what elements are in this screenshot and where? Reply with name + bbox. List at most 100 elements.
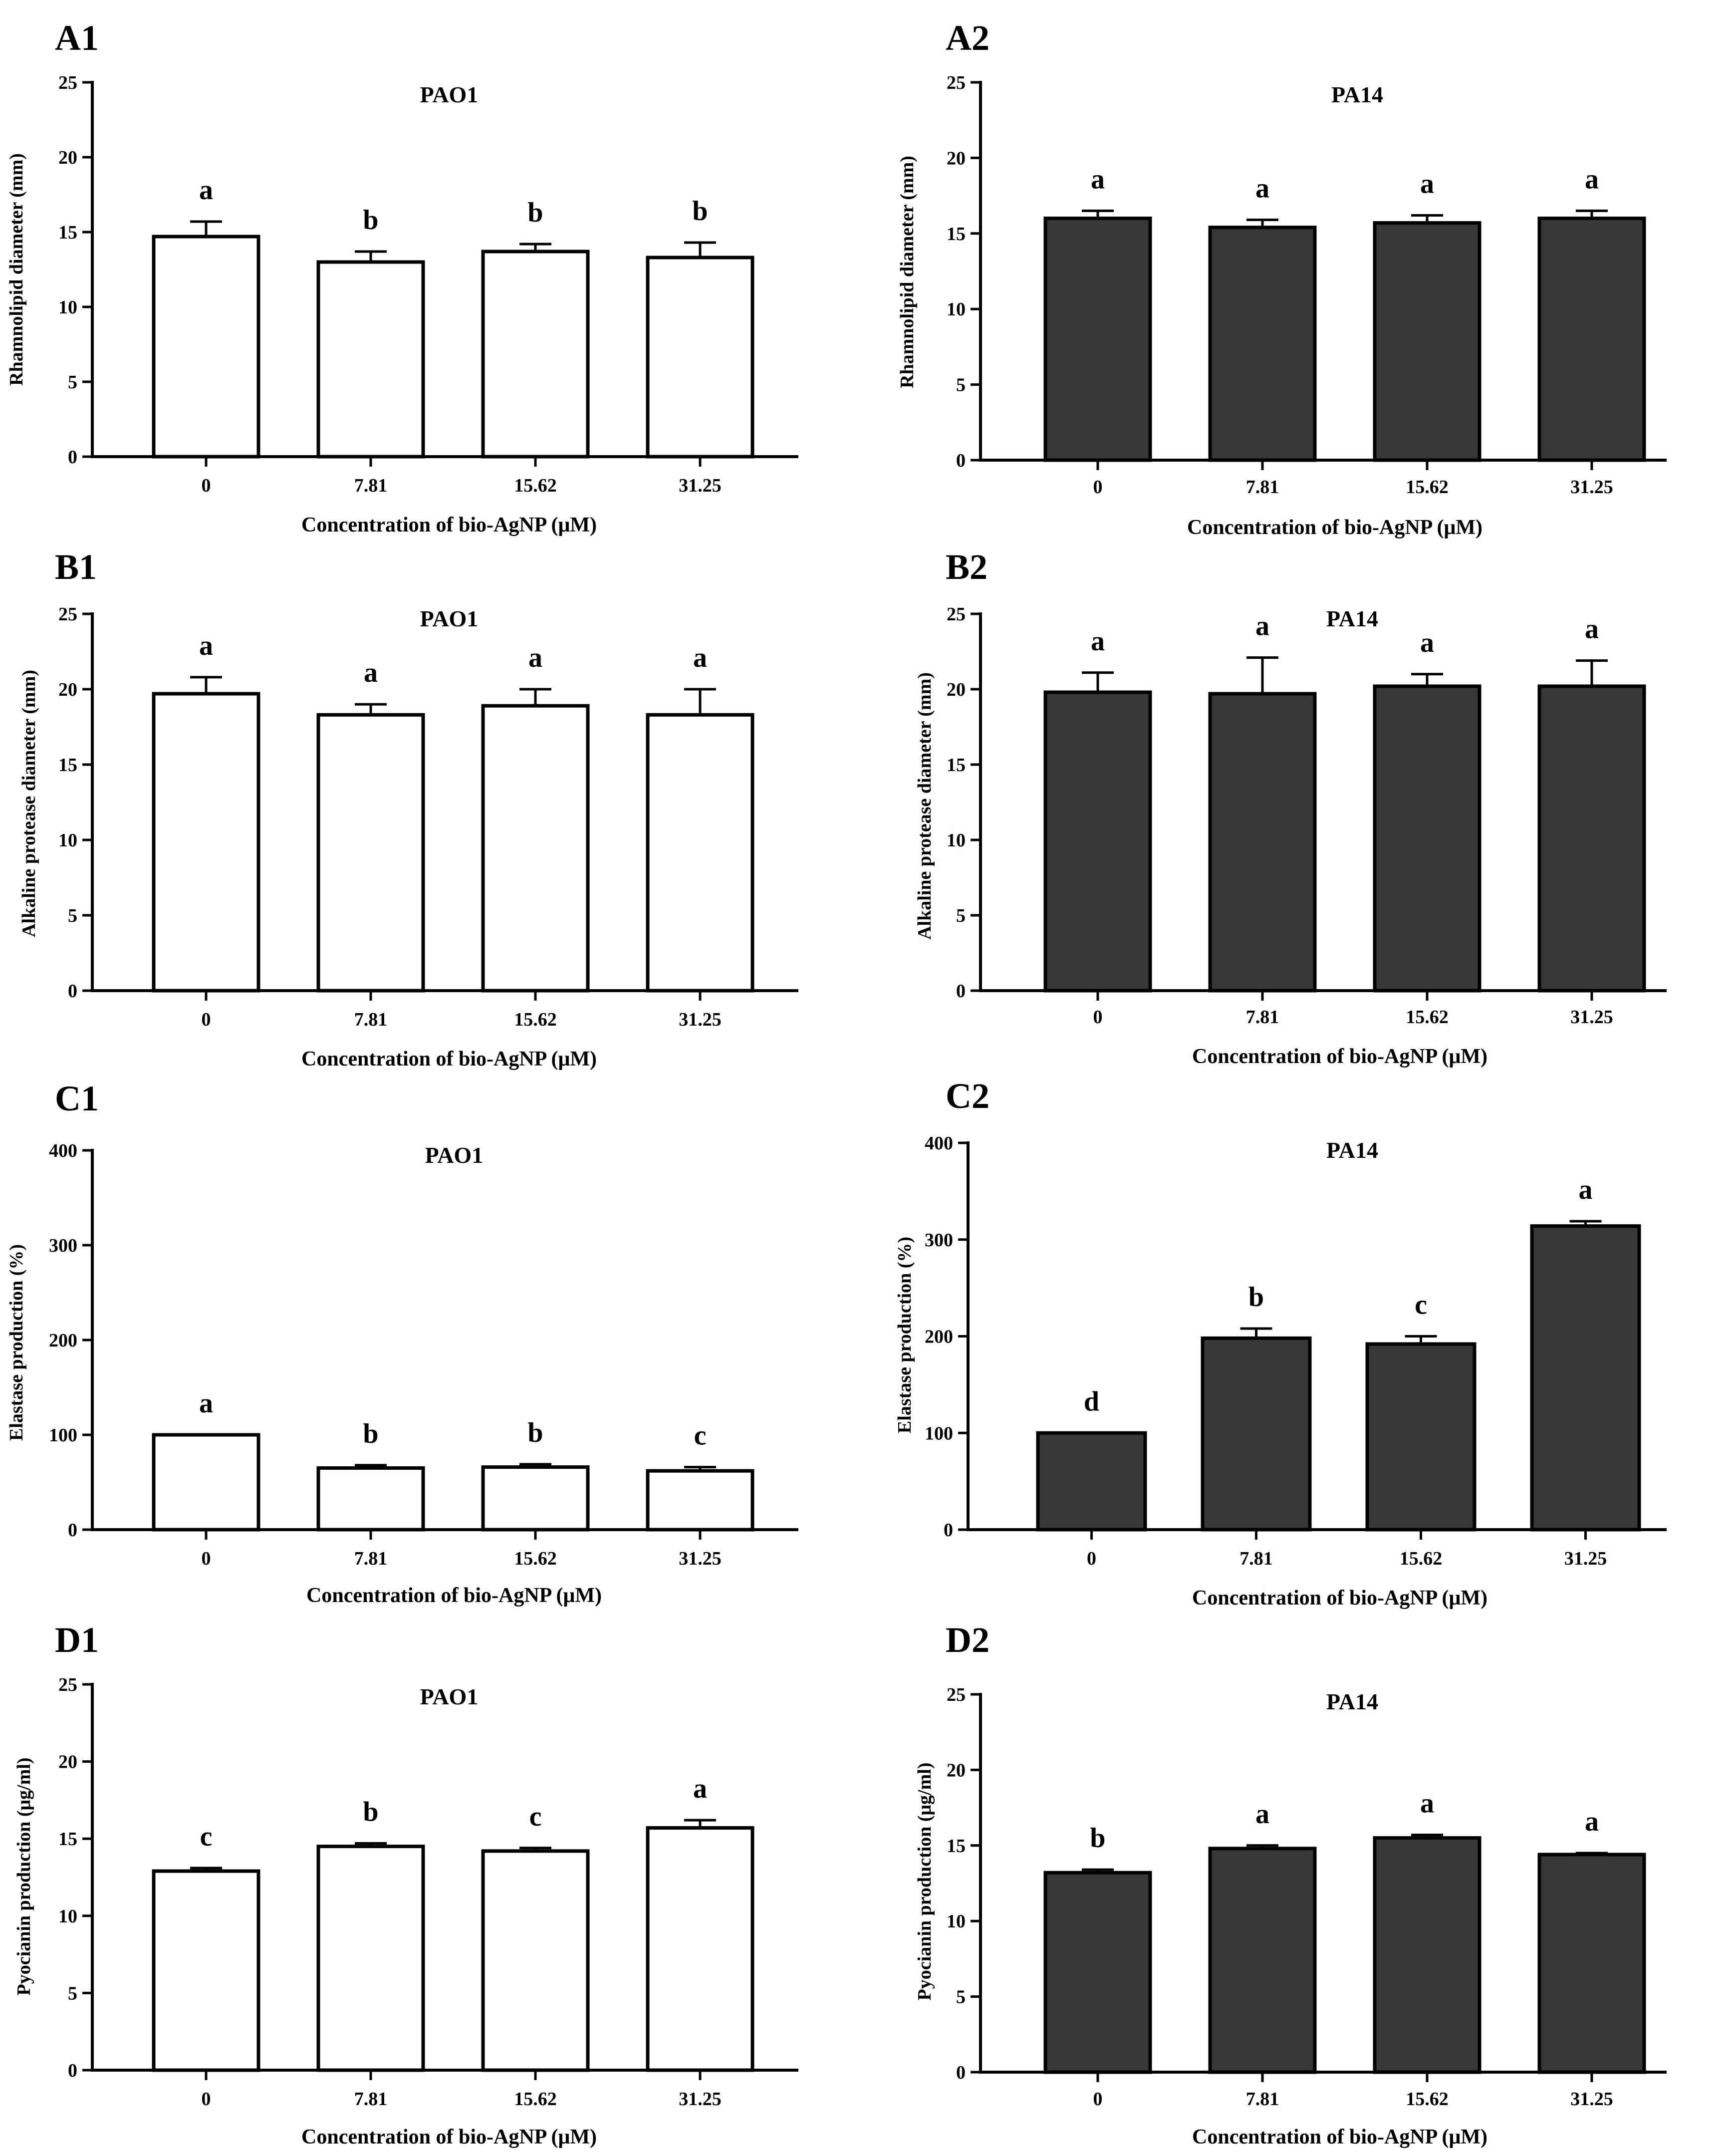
bar-31-25 — [646, 713, 754, 993]
y-tick-label: 15 — [58, 1829, 77, 1850]
x-tick-label: 7.81 — [1246, 1007, 1279, 1028]
x-tick-label: 31.25 — [1564, 1548, 1607, 1569]
bar-0 — [152, 1869, 260, 2072]
x-tick-label: 15.62 — [1400, 1548, 1443, 1569]
y-tick-label: 0 — [956, 2062, 966, 2083]
x-tick-label: 31.25 — [679, 475, 722, 496]
x-tick-label: 0 — [202, 2089, 211, 2110]
significance-letter: a — [1579, 1174, 1593, 1205]
bar-7-81 — [316, 1466, 425, 1532]
y-axis-label: Rhamnolipid diameter (mm) — [6, 153, 27, 386]
y-tick-label: 5 — [68, 372, 77, 393]
x-tick-label: 0 — [1087, 1548, 1096, 1569]
y-tick-label: 25 — [58, 604, 77, 625]
significance-letter: c — [694, 1420, 707, 1451]
x-tick-label: 15.62 — [514, 1548, 557, 1569]
y-tick-label: 15 — [58, 755, 77, 776]
significance-letter: a — [528, 642, 542, 673]
y-axis-label: Alkaline protease diameter (mm) — [18, 670, 39, 937]
y-tick-label: 15 — [947, 755, 966, 776]
significance-letter: a — [1255, 1799, 1269, 1830]
y-tick-label: 10 — [947, 1911, 966, 1932]
bar-0 — [152, 235, 260, 459]
x-tick-label: 15.62 — [514, 2089, 557, 2110]
x-tick-label: 15.62 — [1406, 477, 1449, 498]
y-tick-label: 0 — [944, 1520, 953, 1541]
significance-letter: b — [1090, 1823, 1105, 1854]
significance-letter: b — [527, 1417, 543, 1448]
significance-letter: a — [199, 175, 213, 206]
x-tick-label: 0 — [1093, 2089, 1103, 2110]
y-axis-label: Elastase production (%) — [894, 1237, 915, 1433]
significance-letter: a — [1420, 1788, 1434, 1819]
chart-panel-b2: B2 PA14 0 5 10 15 20 25 Alkaline protease diamet… — [914, 547, 1667, 1068]
y-tick-label: 10 — [58, 1906, 77, 1927]
y-tick-label: 0 — [956, 981, 966, 1002]
significance-letter: a — [693, 1773, 707, 1804]
y-tick-label: 20 — [58, 679, 77, 700]
bar-31-25 — [1530, 1224, 1641, 1532]
x-tick-label: 31.25 — [1570, 2089, 1613, 2110]
y-tick-label: 0 — [68, 2060, 77, 2081]
x-tick-label: 31.25 — [679, 1548, 722, 1569]
panel-label: A1 — [55, 18, 99, 58]
chart-panel-d1: D1 PAO1 0 5 10 15 20 25 Pyocianin production (μg… — [13, 1620, 798, 2149]
x-tick-label: 7.81 — [354, 1548, 388, 1569]
y-tick-label: 0 — [956, 450, 966, 471]
y-tick-label: 20 — [58, 147, 77, 168]
y-tick-label: 15 — [947, 224, 966, 245]
x-axis-label: Concentration of bio-AgNP (μM) — [301, 514, 597, 537]
panel-label: A2 — [946, 18, 989, 58]
y-axis-label: Pyocianin production (μg/ml) — [914, 1763, 935, 2001]
bar-0 — [152, 692, 260, 993]
x-tick-label: 0 — [202, 475, 211, 496]
panel-label: B1 — [55, 547, 97, 587]
chart-title: PAO1 — [420, 606, 479, 631]
y-tick-label: 0 — [68, 1520, 77, 1541]
y-tick-label: 400 — [925, 1133, 953, 1154]
significance-letter: a — [1420, 168, 1434, 199]
bar-7-81 — [1208, 1847, 1317, 2074]
significance-letter: c — [1415, 1290, 1427, 1321]
y-axis-label: Rhamnolipid diameter (mm) — [897, 156, 918, 388]
bar-15-62 — [1373, 684, 1482, 993]
x-tick-label: 7.81 — [1246, 477, 1279, 498]
significance-letter: d — [1084, 1386, 1099, 1417]
bar-31-25 — [1537, 684, 1646, 993]
significance-letter: a — [1255, 173, 1269, 204]
bar-7-81 — [316, 713, 425, 993]
y-tick-label: 400 — [49, 1140, 77, 1161]
significance-letter: c — [200, 1821, 213, 1852]
significance-letter: a — [693, 642, 707, 673]
bar-7-81 — [1208, 226, 1317, 462]
significance-letter: b — [363, 1796, 378, 1827]
x-axis-label: Concentration of bio-AgNP (μM) — [306, 1584, 602, 1607]
y-tick-label: 0 — [68, 981, 77, 1002]
chart-panel-d2: D2 PA14 0 5 10 15 20 25 Pyocianin production (μg… — [914, 1620, 1667, 2149]
y-tick-label: 10 — [947, 299, 966, 320]
y-tick-label: 25 — [58, 1674, 77, 1695]
significance-letter: a — [1091, 164, 1105, 195]
chart-title: PAO1 — [425, 1142, 484, 1168]
panel-label: C1 — [55, 1078, 99, 1118]
significance-letter: a — [199, 630, 213, 661]
chart-title: PAO1 — [420, 1684, 479, 1709]
panel-label: B2 — [946, 547, 988, 587]
x-tick-label: 31.25 — [679, 1009, 722, 1030]
significance-letter: a — [1255, 611, 1269, 642]
y-tick-label: 20 — [947, 1760, 966, 1781]
bar-31-25 — [1537, 1853, 1646, 2074]
bar-7-81 — [1201, 1336, 1312, 1532]
bar-15-62 — [481, 250, 590, 459]
bar-0 — [1043, 1871, 1152, 2074]
bar-31-25 — [646, 1826, 754, 2072]
x-tick-label: 31.25 — [1570, 1007, 1613, 1028]
x-tick-label: 15.62 — [1406, 1007, 1449, 1028]
significance-letter: a — [1091, 626, 1105, 657]
panel-label: C2 — [946, 1076, 989, 1116]
x-tick-label: 0 — [202, 1548, 211, 1569]
y-tick-label: 10 — [58, 830, 77, 851]
y-tick-label: 5 — [68, 905, 77, 926]
significance-letter: a — [1585, 614, 1599, 645]
x-tick-label: 7.81 — [354, 475, 388, 496]
